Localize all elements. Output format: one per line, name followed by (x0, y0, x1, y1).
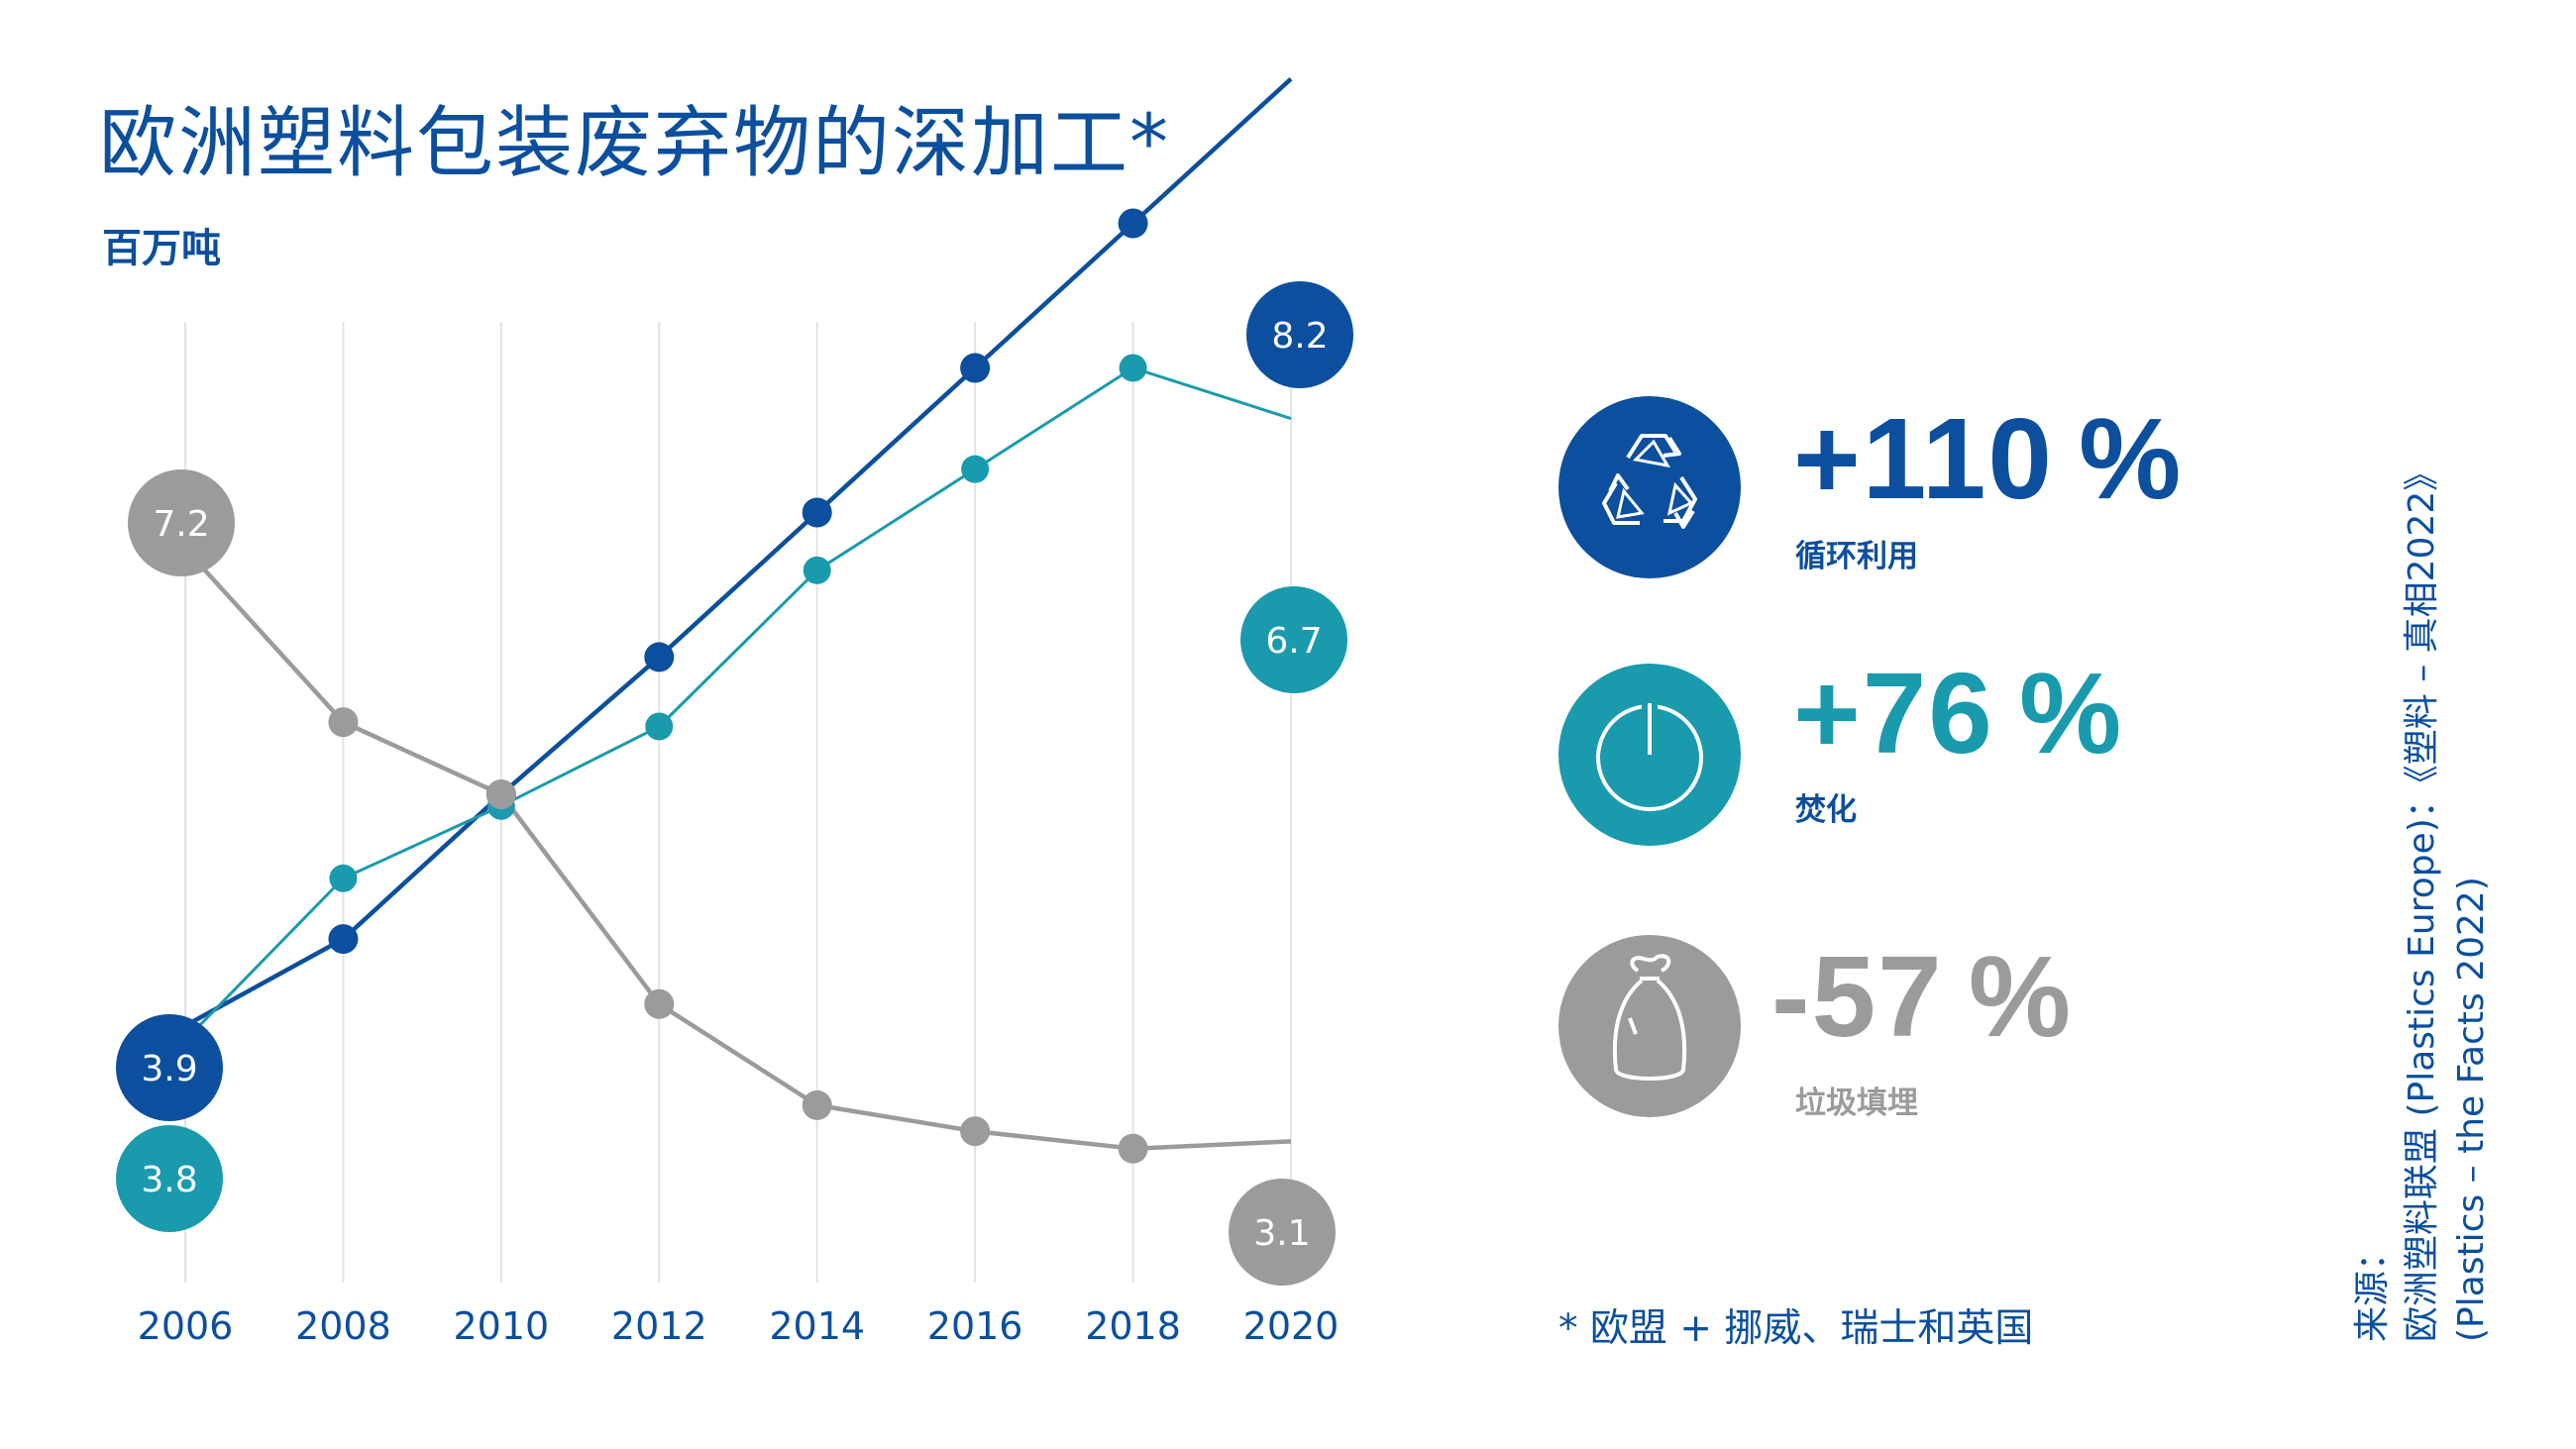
data-point (1118, 1133, 1148, 1164)
series-line-1 (183, 366, 1292, 1042)
landfill-label: 垃圾填埋 (1795, 1086, 1918, 1121)
value-badge-label: 3.1 (1253, 1213, 1310, 1254)
landfill-change-value: -57 % (1771, 932, 2074, 1061)
value-badge-end-0 (1246, 281, 1353, 388)
data-point (329, 864, 358, 892)
x-tick-label: 2016 (927, 1304, 1023, 1348)
data-point (645, 712, 674, 741)
value-badge-start-0 (116, 1014, 223, 1121)
power-icon (1558, 664, 1741, 846)
data-point (1118, 208, 1148, 239)
x-tick-label: 2006 (138, 1304, 234, 1348)
value-badge-label: 3.8 (141, 1160, 197, 1200)
value-badge-end-1 (1240, 586, 1347, 693)
source-line-2: 欧洲塑料联盟 (Plastics Europe)：《塑料 – 真相2022》 (2402, 455, 2442, 1342)
value-badge-label: 3.9 (141, 1049, 197, 1089)
value-badge-label: 8.2 (1271, 316, 1328, 357)
source-line-1: 来源： (2352, 1234, 2393, 1342)
data-point (961, 455, 990, 483)
data-point (960, 1116, 991, 1147)
data-point (960, 353, 991, 383)
unit-label: 百万吨 (102, 226, 221, 271)
data-point (803, 556, 831, 584)
value-badge-start-1 (116, 1125, 223, 1232)
data-point (1119, 354, 1147, 382)
x-tick-label: 2010 (453, 1304, 549, 1348)
trash-bag-icon (1558, 935, 1741, 1117)
value-badge-start-2 (128, 469, 235, 576)
incineration-change-value: +76 % (1793, 649, 2124, 777)
x-tick-label: 2012 (611, 1304, 707, 1348)
recycle-icon (1558, 396, 1741, 578)
x-tick-label: 2014 (769, 1304, 865, 1348)
recycle-label: 循环利用 (1795, 539, 1918, 574)
x-tick-label: 2008 (295, 1304, 391, 1348)
value-badge-label: 6.7 (1265, 621, 1322, 662)
value-badge-label: 7.2 (153, 504, 209, 545)
source-line-3: (Plastics – the Facts 2022) (2451, 877, 2492, 1342)
x-tick-label: 2020 (1243, 1304, 1340, 1348)
value-badge-end-2 (1229, 1179, 1336, 1286)
series-line-0 (183, 76, 1293, 1028)
data-point (644, 988, 675, 1019)
series-line-2 (183, 547, 1292, 1151)
data-point (802, 1089, 832, 1120)
data-point (644, 642, 675, 673)
data-point (328, 924, 359, 955)
footnote: * 欧盟 + 挪威、瑞士和英国 (1558, 1306, 2034, 1351)
source-note: 来源： 欧洲塑料联盟 (Plastics Europe)：《塑料 – 真相202… (2348, 456, 2497, 1342)
data-point (802, 497, 832, 528)
x-tick-label: 2018 (1085, 1304, 1181, 1348)
data-point (328, 707, 359, 738)
line-chart: 3.9 3.8 7.2 8.2 6.7 3.1 2006 2008 2010 2012 2014 2… (116, 76, 1353, 1348)
chart-title: 欧洲塑料包装废弃物的深加工* (99, 99, 1171, 188)
recycle-change-value: +110 % (1793, 394, 2184, 523)
incineration-label: 焚化 (1795, 792, 1857, 828)
data-point (485, 779, 516, 810)
